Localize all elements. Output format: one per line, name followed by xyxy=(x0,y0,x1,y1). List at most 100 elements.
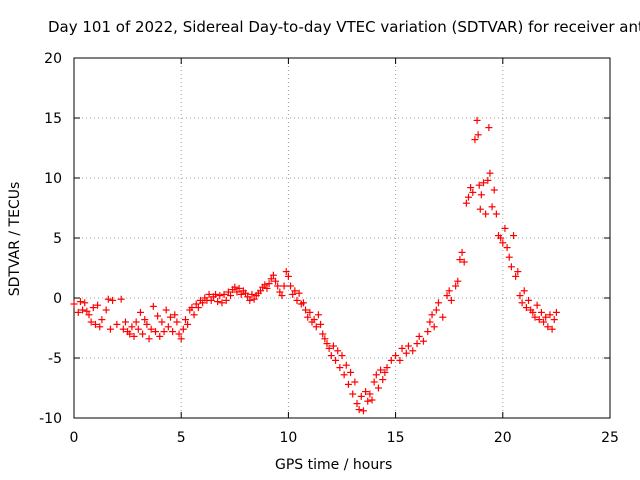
data-point xyxy=(454,277,462,285)
data-point xyxy=(304,313,312,321)
data-point xyxy=(490,186,498,194)
data-point xyxy=(282,268,290,276)
chart-title: Day 101 of 2022, Sidereal Day-to-day VTE… xyxy=(48,18,640,36)
data-point xyxy=(218,299,226,307)
data-point xyxy=(317,320,325,328)
data-point xyxy=(231,283,239,291)
data-point xyxy=(175,330,183,338)
data-point xyxy=(109,296,117,304)
data-point xyxy=(299,299,307,307)
data-point xyxy=(497,234,505,242)
data-point xyxy=(329,342,337,350)
y-tick-label: 20 xyxy=(44,51,62,67)
data-point xyxy=(473,116,481,124)
data-point xyxy=(199,299,207,307)
data-point xyxy=(147,325,155,333)
data-point xyxy=(85,311,93,319)
data-point xyxy=(134,325,142,333)
data-point xyxy=(235,284,243,292)
data-point xyxy=(464,193,472,201)
data-point xyxy=(106,325,114,333)
data-point xyxy=(469,188,477,196)
data-point xyxy=(76,298,84,306)
data-point xyxy=(289,290,297,298)
data-point xyxy=(424,328,432,336)
data-point xyxy=(177,335,185,343)
data-point xyxy=(544,323,552,331)
data-point xyxy=(340,371,348,379)
data-point xyxy=(537,308,545,316)
data-point xyxy=(535,316,543,324)
data-point xyxy=(381,368,389,376)
data-point xyxy=(293,296,301,304)
data-point xyxy=(458,248,466,256)
data-point xyxy=(139,330,147,338)
data-point xyxy=(443,292,451,300)
data-point xyxy=(188,304,196,312)
data-point xyxy=(179,325,187,333)
data-point xyxy=(370,378,378,386)
x-tick-label: 10 xyxy=(279,430,297,446)
data-point xyxy=(357,392,365,400)
data-point xyxy=(387,356,395,364)
data-points xyxy=(70,116,560,415)
data-point xyxy=(151,328,159,336)
data-point xyxy=(173,318,181,326)
data-point xyxy=(192,300,200,308)
data-point xyxy=(169,328,177,336)
data-point xyxy=(447,296,455,304)
data-point xyxy=(263,284,271,292)
data-point xyxy=(383,364,391,372)
data-point xyxy=(542,313,550,321)
data-point xyxy=(505,253,513,261)
data-point xyxy=(546,311,554,319)
data-point xyxy=(349,390,357,398)
data-point xyxy=(364,397,372,405)
data-point xyxy=(396,356,404,364)
data-point xyxy=(222,296,230,304)
data-point xyxy=(244,293,252,301)
data-point xyxy=(355,406,363,414)
data-point xyxy=(366,390,374,398)
data-point xyxy=(265,280,273,288)
data-point xyxy=(272,277,280,285)
data-point xyxy=(130,332,138,340)
data-point xyxy=(402,349,410,357)
x-tick-label: 20 xyxy=(494,430,512,446)
data-point xyxy=(96,323,104,331)
data-point xyxy=(482,210,490,218)
data-point xyxy=(136,308,144,316)
data-point xyxy=(280,282,288,290)
data-point xyxy=(261,281,269,289)
x-tick-labels: 0 5 10 15 20 25 xyxy=(70,430,619,446)
data-point xyxy=(334,347,342,355)
data-point xyxy=(374,384,382,392)
data-point xyxy=(233,288,241,296)
data-point xyxy=(126,330,134,338)
data-point xyxy=(484,176,492,184)
data-point xyxy=(514,268,522,276)
y-tick-label: 5 xyxy=(53,231,62,247)
data-point xyxy=(467,184,475,192)
data-point xyxy=(269,271,277,279)
data-point xyxy=(525,296,533,304)
data-point xyxy=(460,258,468,266)
data-point xyxy=(314,311,322,319)
data-point xyxy=(242,289,250,297)
data-point xyxy=(452,282,460,290)
data-point xyxy=(89,304,97,312)
data-point xyxy=(190,311,198,319)
data-point xyxy=(327,352,335,360)
data-point xyxy=(184,320,192,328)
data-point xyxy=(79,306,87,314)
y-tick-label: 10 xyxy=(44,171,62,187)
axis-ticks xyxy=(73,57,611,419)
data-point xyxy=(287,282,295,290)
data-point xyxy=(456,256,464,264)
data-point xyxy=(295,289,303,297)
data-point xyxy=(372,371,380,379)
data-point xyxy=(274,282,282,290)
data-point xyxy=(149,302,157,310)
data-point xyxy=(291,287,299,295)
